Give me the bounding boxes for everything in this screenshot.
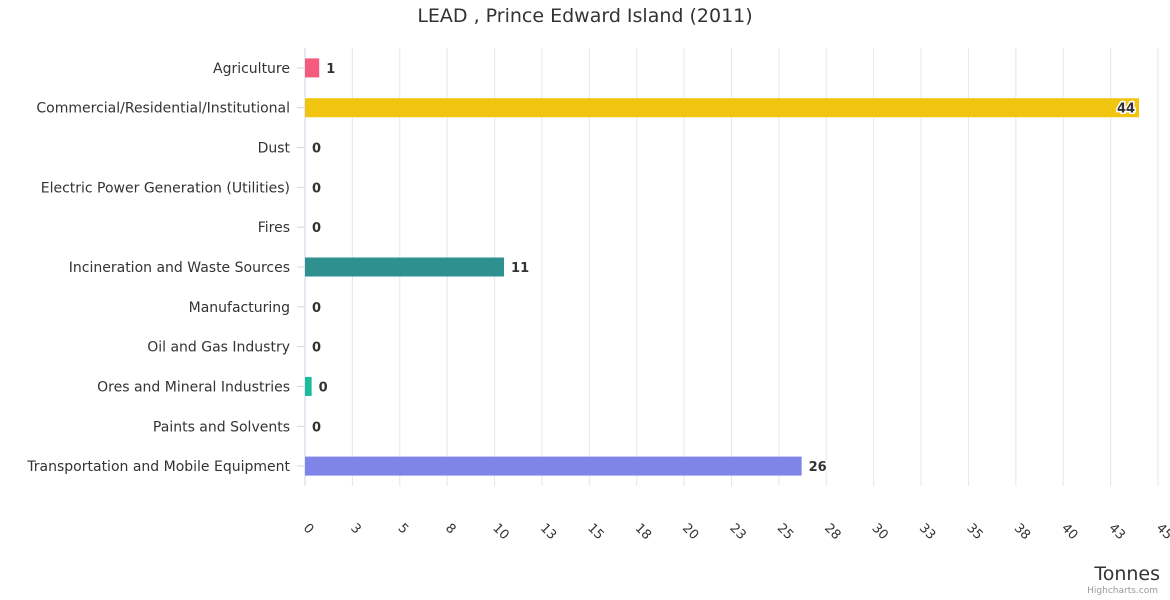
data-label: 44: [1117, 102, 1135, 117]
data-label: 0: [312, 341, 321, 356]
category-label: Commercial/Residential/Institutional: [36, 101, 290, 117]
data-label: 1: [326, 62, 335, 77]
category-label: Transportation and Mobile Equipment: [26, 459, 290, 475]
x-axis-title: Tonnes: [1094, 563, 1160, 585]
bar: [305, 257, 505, 277]
category-label: Dust: [258, 141, 291, 157]
x-tick-label: 13: [537, 521, 559, 543]
data-label: 0: [312, 221, 321, 236]
category-label: Paints and Solvents: [153, 419, 290, 435]
data-label: 0: [312, 142, 321, 157]
x-tick-label: 33: [916, 521, 938, 543]
category-label: Oil and Gas Industry: [147, 340, 290, 356]
x-tick-label: 45: [1153, 521, 1170, 543]
bar: [305, 98, 1140, 118]
category-label: Electric Power Generation (Utilities): [41, 180, 290, 196]
x-tick-label: 40: [1058, 521, 1080, 543]
x-tick-label: 25: [774, 521, 796, 543]
data-label: 0: [312, 181, 321, 196]
x-tick-label: 35: [963, 521, 985, 543]
data-label: 0: [319, 380, 328, 395]
data-label: 0: [312, 420, 321, 435]
x-tick-label: 23: [726, 521, 748, 543]
category-label: Manufacturing: [189, 300, 290, 316]
x-tick-label: 18: [632, 521, 654, 543]
x-tick-label: 20: [679, 521, 701, 543]
x-tick-label: 28: [821, 521, 843, 543]
bar: [305, 456, 802, 476]
bar: [305, 58, 320, 78]
x-tick-label: 38: [1011, 521, 1033, 543]
x-tick-label: 10: [489, 521, 511, 543]
x-tick-label: 3: [347, 521, 363, 537]
category-label: Fires: [258, 220, 290, 236]
chart-title: LEAD , Prince Edward Island (2011): [417, 5, 753, 27]
x-tick-label: 30: [869, 521, 891, 543]
category-label: Agriculture: [213, 61, 290, 77]
x-tick-label: 0: [300, 521, 316, 537]
category-label: Incineration and Waste Sources: [69, 260, 290, 276]
x-tick-label: 43: [1106, 521, 1128, 543]
data-label: 0: [312, 301, 321, 316]
data-label: 11: [511, 261, 529, 276]
x-tick-label: 5: [395, 521, 411, 537]
category-label: Ores and Mineral Industries: [97, 379, 290, 395]
bar: [305, 376, 312, 396]
data-label: 26: [809, 460, 827, 475]
credits-link[interactable]: Highcharts.com: [1087, 586, 1158, 596]
x-tick-label: 15: [584, 521, 606, 543]
x-tick-label: 8: [442, 521, 458, 537]
